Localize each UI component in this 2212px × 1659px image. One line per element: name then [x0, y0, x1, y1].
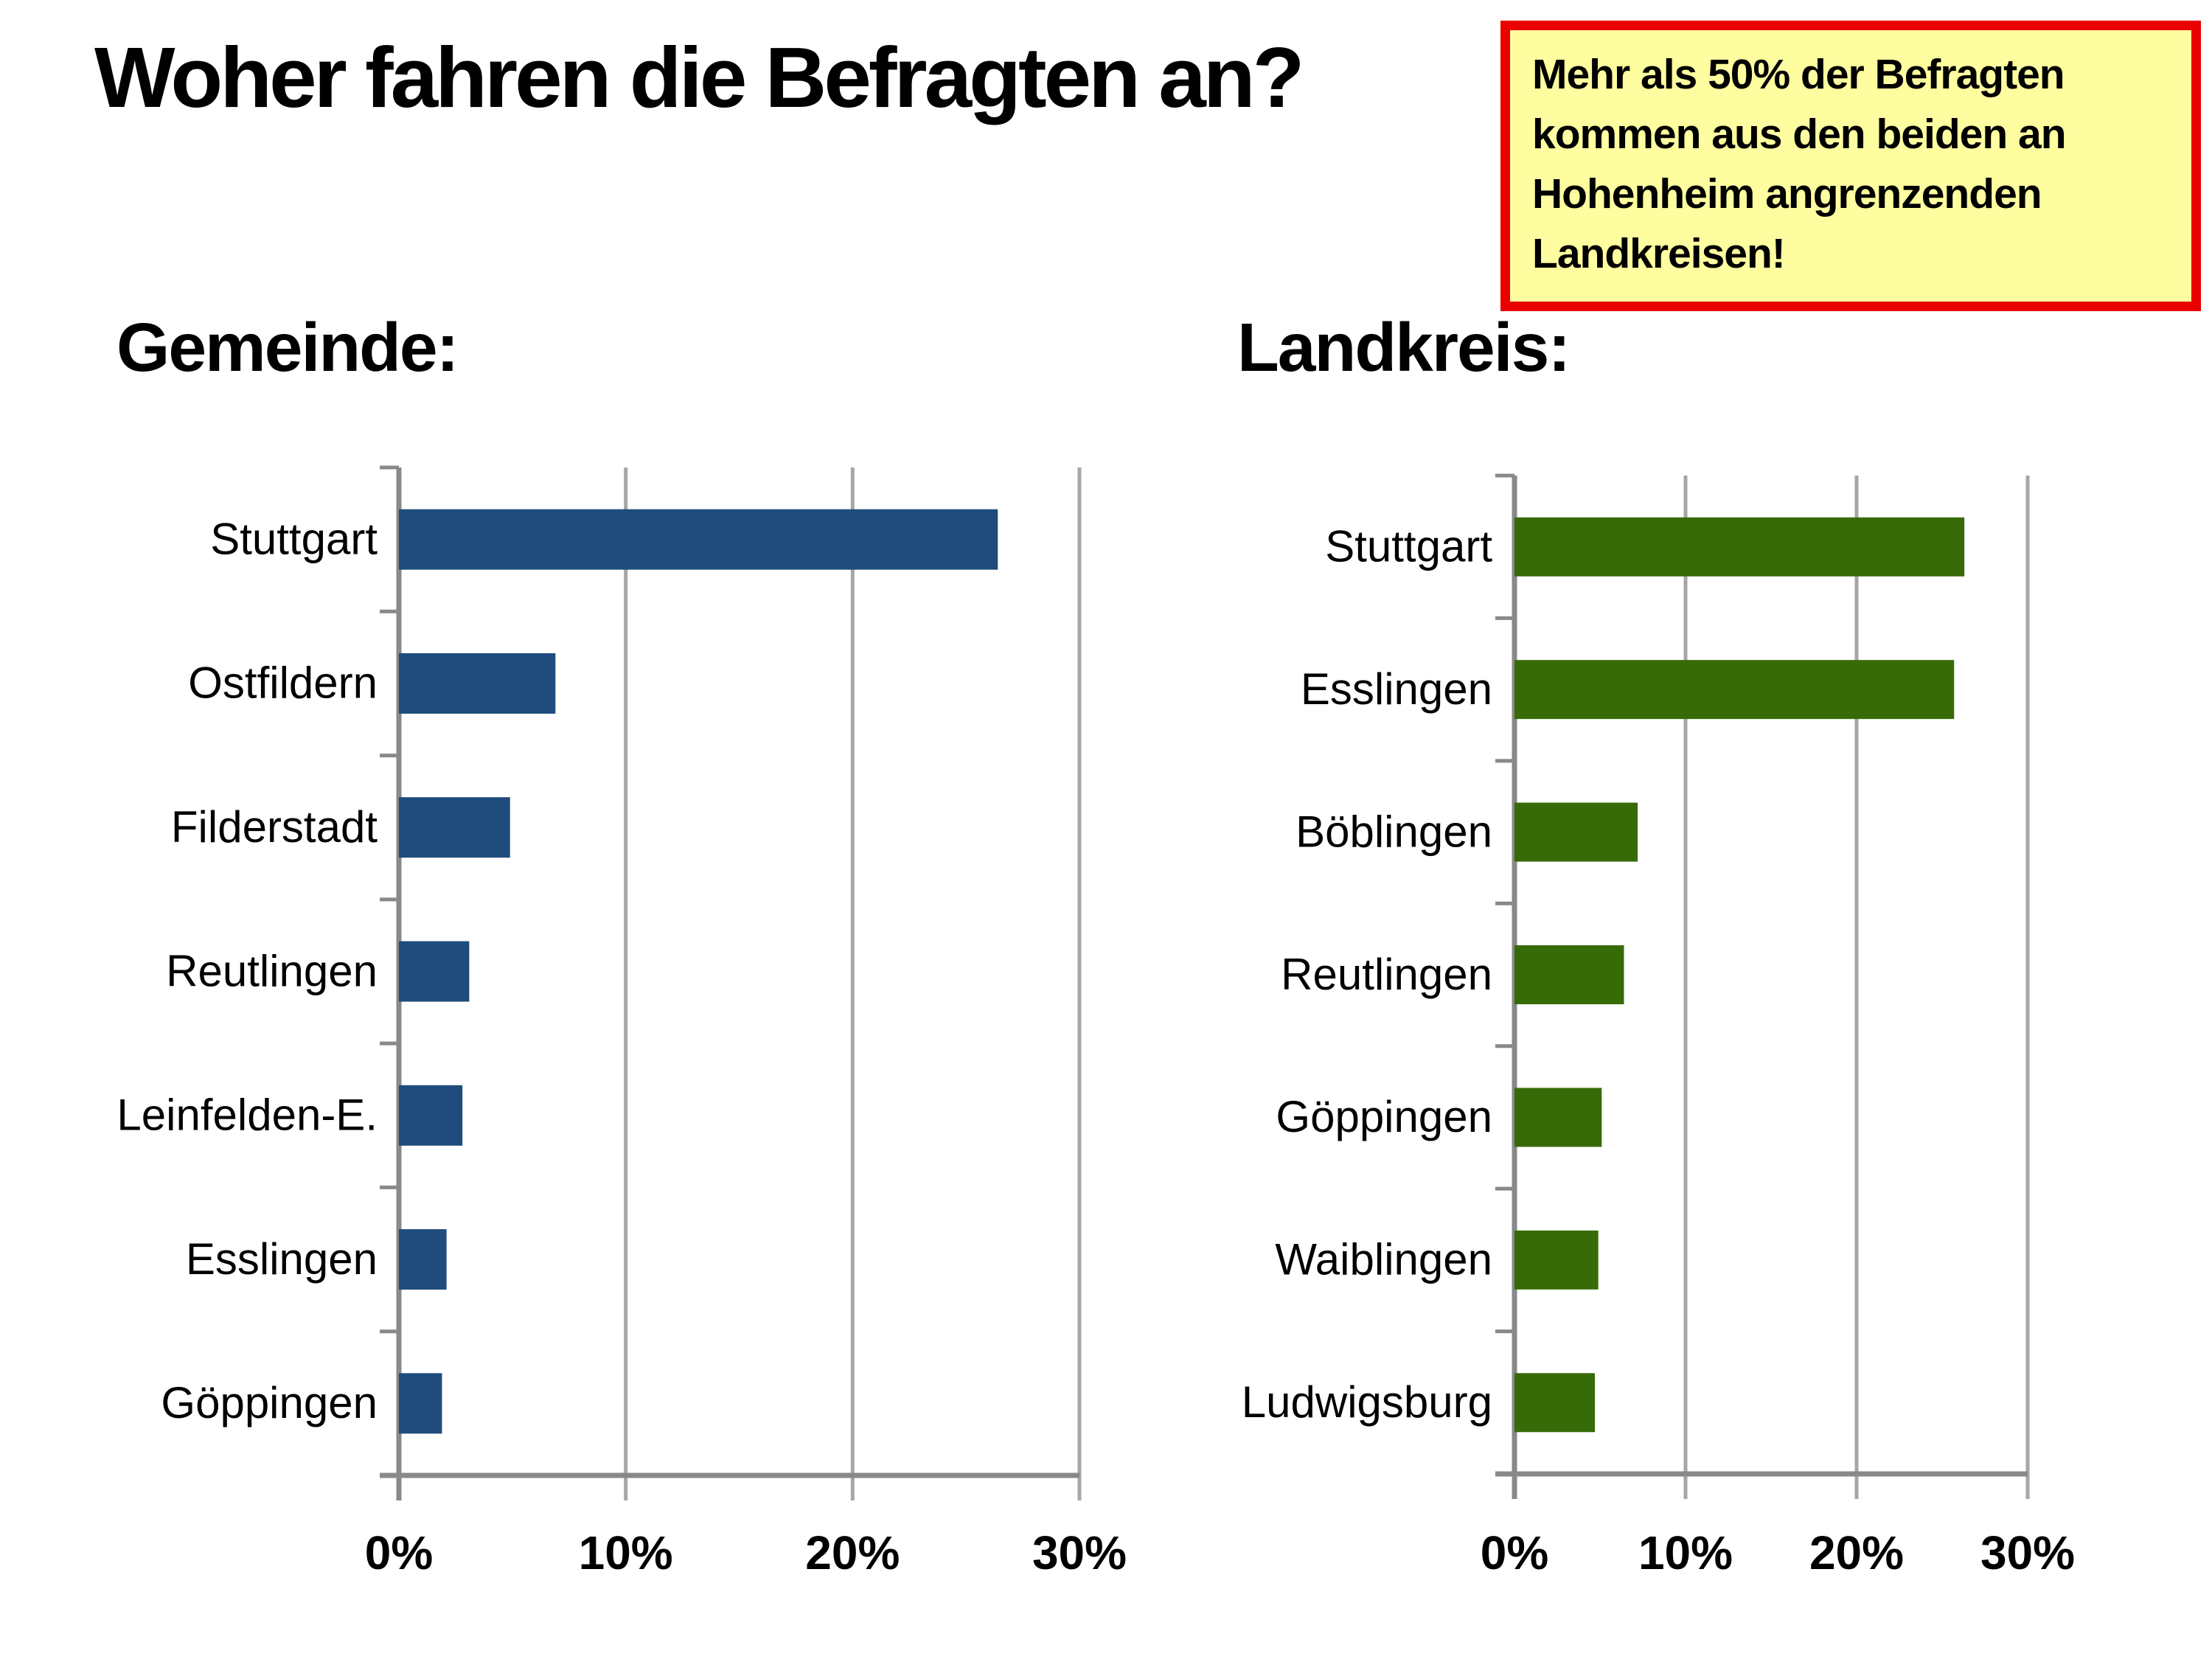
x-tick-label: 10% — [1638, 1526, 1733, 1579]
landkreis-heading: Landkreis: — [1237, 309, 1571, 386]
page-title: Woher fahren die Befragten an? — [94, 29, 1304, 125]
callout-text: Mehr als 50% der Befragten kommen aus den… — [1532, 45, 2169, 284]
x-tick-label: 30% — [1032, 1526, 1127, 1579]
bar-b-blingen — [1514, 802, 1638, 862]
bar-leinfelden-e- — [399, 1085, 463, 1146]
x-tick-label: 20% — [1809, 1526, 1904, 1579]
x-tick-label: 20% — [805, 1526, 900, 1579]
category-label: Reutlingen — [1281, 950, 1492, 999]
bar-ludwigsburg — [1514, 1373, 1596, 1433]
bar-g-ppingen — [399, 1373, 442, 1434]
landkreis-chart: 0% 10% 20% 30% Stuttgart Esslingen Böblingen Re… — [1242, 473, 2075, 1579]
bar-reutlingen — [1514, 945, 1624, 1004]
callout-line: Landkreisen! — [1532, 230, 1786, 277]
category-label: Esslingen — [1301, 664, 1492, 714]
gemeinde-heading: Gemeinde: — [116, 309, 459, 386]
x-tick-label: 30% — [1980, 1526, 2075, 1579]
category-label: Ostfildern — [188, 658, 378, 708]
category-label: Reutlingen — [166, 946, 378, 995]
x-tick-label: 0% — [1481, 1526, 1549, 1579]
bar-esslingen — [1514, 660, 1955, 720]
callout-line: Hohenheim angrenzenden — [1532, 170, 2042, 218]
callout-line: Mehr als 50% der Befragten — [1532, 51, 2065, 98]
callout-line: kommen aus den beiden an — [1532, 111, 2067, 158]
bar-reutlingen — [399, 941, 470, 1002]
category-label: Filderstadt — [171, 802, 378, 852]
x-tick-label: 10% — [579, 1526, 673, 1579]
category-label: Stuttgart — [1325, 522, 1492, 571]
x-tick-label: 0% — [365, 1526, 434, 1579]
category-label: Esslingen — [186, 1234, 378, 1284]
bar-stuttgart — [399, 509, 998, 570]
category-label: Böblingen — [1295, 807, 1492, 856]
category-label: Leinfelden-E. — [116, 1091, 378, 1140]
callout-note: Mehr als 50% der Befragten kommen aus den… — [1500, 21, 2201, 311]
bar-stuttgart — [1514, 517, 1965, 577]
category-label: Waiblingen — [1275, 1235, 1492, 1284]
category-label: Ludwigsburg — [1242, 1377, 1492, 1427]
category-label: Stuttgart — [210, 514, 378, 563]
bar-g-ppingen — [1514, 1088, 1602, 1147]
category-label: Göppingen — [1276, 1092, 1492, 1141]
bar-ostfildern — [399, 653, 556, 714]
category-label: Göppingen — [161, 1378, 378, 1427]
gemeinde-chart: 0% 10% 20% 30% Stuttgart Ostfildern Filderstad… — [116, 465, 1127, 1579]
bar-esslingen — [399, 1229, 447, 1290]
bar-waiblingen — [1514, 1230, 1599, 1290]
bar-filderstadt — [399, 797, 510, 858]
